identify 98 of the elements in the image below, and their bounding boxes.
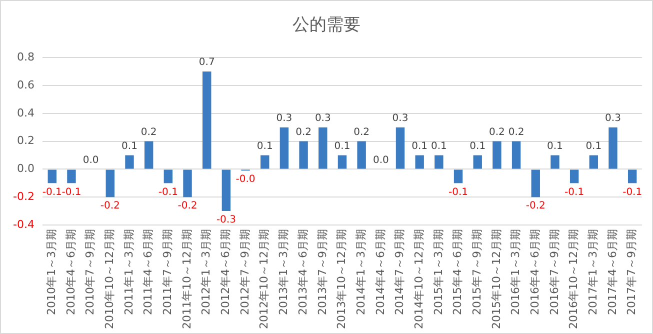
x-tick-label: 2010年7～9月期 [84,229,97,316]
data-label: 0.2 [140,126,157,138]
bar [280,127,289,169]
data-label: 0.2 [508,126,524,138]
data-label: 0.2 [296,126,312,138]
bar [512,141,521,169]
bar [415,155,424,169]
bar [570,170,579,184]
x-tick-label: 2014年1～3月期 [354,229,368,316]
x-tick-label: 2013年4～6月期 [296,229,310,316]
y-tick-label: -0.4 [12,218,34,231]
y-tick-label: -0.2 [12,190,34,203]
data-label: -0.1 [564,186,584,198]
data-label: 0.3 [314,112,331,124]
data-label: -0.2 [526,200,546,212]
data-label: 0.3 [276,112,292,124]
x-tick-label: 2013年1～3月期 [277,229,290,316]
y-tick-label: 0.6 [16,78,34,92]
x-tick-label: 2017年7～9月期 [625,229,638,316]
data-label: -0.1 [42,186,62,198]
data-label: 0.1 [412,140,428,152]
bar [144,141,154,169]
bar [164,170,173,184]
data-label: 0.3 [392,112,408,124]
y-tick-label: 0.8 [16,50,34,64]
x-tick-label: 2010年1～3月期 [44,229,58,316]
y-tick-label: 0.2 [16,134,34,148]
bar [473,155,482,169]
bar [67,170,76,184]
bar [202,72,212,169]
x-tick-label: 2017年1～3月期 [586,229,600,316]
data-label: 0.1 [470,140,486,152]
x-tick-label: 2012年4～6月期 [219,229,232,316]
data-label: 0.1 [334,140,350,152]
bar [628,170,637,184]
x-tick-label: 2012年1～3月期 [200,229,213,316]
x-tick-label: 2012年7～9月期 [238,229,252,316]
data-label: -0.1 [62,186,82,198]
x-tick-label: 2011年10～12月期 [180,229,194,330]
bar [608,127,618,169]
bar [492,141,502,169]
x-tick-label: 2017年4～6月期 [606,229,619,316]
x-tick-label: 2015年4～6月期 [451,229,464,316]
bar [396,127,405,169]
x-tick-label: 2013年10～12月期 [335,229,348,330]
bar [222,170,231,212]
x-tick-label: 2016年1～3月期 [509,229,522,316]
x-tick-label: 2012年10～12月期 [258,229,271,330]
bar [125,155,134,169]
bar [318,127,328,169]
data-label: 0.1 [256,140,273,152]
x-tick-label: 2010年10～12月期 [103,229,116,330]
y-tick-label: 0.0 [16,162,34,176]
bar [260,155,270,169]
bar [357,141,366,169]
x-tick-label: 2014年10～12月期 [412,229,426,330]
x-tick-label: 2016年10～12月期 [567,229,580,330]
data-label: 0.1 [547,140,563,152]
bar [48,170,56,184]
x-tick-label: 2013年7～9月期 [316,229,329,316]
bar [299,141,308,169]
data-label: 0.1 [122,140,138,152]
bar [434,155,444,169]
data-label: 0.7 [198,57,215,68]
bar [454,170,463,184]
data-label: 0.3 [605,112,621,124]
chart-title: 公的需要 [292,14,362,36]
bar [183,170,192,198]
bar [589,155,598,169]
data-label: -0.1 [158,186,178,198]
data-label: -0.1 [622,186,642,198]
x-tick-label: 2011年4～6月期 [142,229,155,316]
x-tick-label: 2011年7～9月期 [161,229,174,316]
x-tick-label: 2015年1～3月期 [432,229,445,316]
data-label: -0.2 [100,200,120,212]
data-label: 0.0 [82,154,99,166]
data-label: -0.1 [448,186,468,198]
data-label: 0.1 [430,140,447,152]
data-label: 0.1 [586,140,602,152]
data-label: 0.2 [354,126,370,138]
data-label: -0.3 [216,214,236,226]
y-tick-label: 0.4 [16,106,34,120]
data-label: 0.0 [372,154,389,166]
x-tick-label: 2014年7～9月期 [393,229,406,316]
x-tick-label: 2014年4～6月期 [374,229,387,316]
x-tick-label: 2015年7～9月期 [470,229,484,316]
bar [106,170,115,198]
x-tick-label: 2016年4～6月期 [528,229,542,316]
bar [338,155,347,169]
data-label: 0.2 [489,126,505,138]
x-tick-label: 2010年4～6月期 [64,229,78,316]
data-label: -0.0 [236,174,256,186]
bar [531,170,540,198]
x-tick-label: 2011年1～3月期 [122,229,136,316]
x-tick-label: 2015年10～12月期 [490,229,503,330]
x-tick-label: 2016年7～9月期 [548,229,561,316]
bar [550,155,560,169]
data-label: -0.2 [178,200,198,212]
